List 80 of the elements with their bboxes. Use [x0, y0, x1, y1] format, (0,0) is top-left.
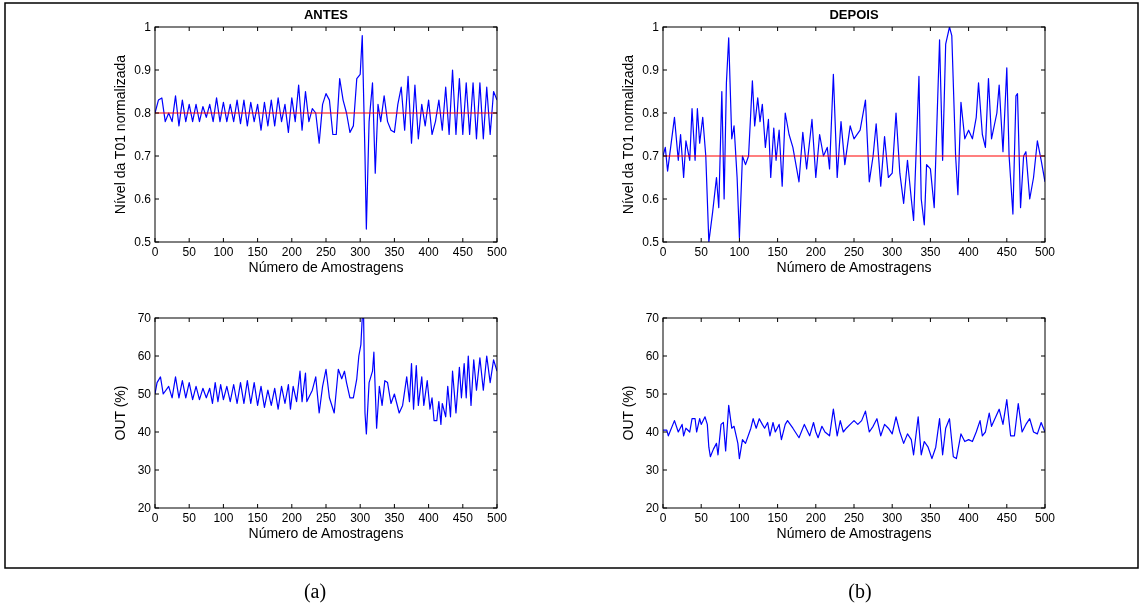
- y-tick-label: 0.7: [134, 149, 152, 163]
- x-tick-label: 500: [486, 245, 508, 259]
- y-axis-title: Nível da T01 normalizada: [620, 54, 636, 215]
- x-tick-label: 150: [247, 511, 268, 525]
- x-tick-label: 400: [958, 511, 979, 525]
- y-tick-label: 60: [645, 349, 660, 363]
- x-tick-label: 250: [843, 511, 865, 525]
- x-tick-label: 100: [729, 511, 750, 525]
- y-tick-label: 50: [137, 387, 152, 401]
- y-tick-label: 30: [645, 463, 660, 477]
- x-tick-label: 300: [350, 511, 371, 525]
- x-tick-label: 50: [694, 511, 709, 525]
- x-tick-label: 200: [805, 245, 827, 259]
- x-tick-label: 500: [1034, 511, 1056, 525]
- x-tick-label: 450: [996, 511, 1018, 525]
- y-tick-label: 0.5: [134, 235, 152, 249]
- y-tick-label: 70: [645, 311, 660, 325]
- text: (b): [848, 580, 872, 603]
- x-tick-label: 0: [151, 511, 159, 525]
- x-tick-label: 300: [882, 245, 903, 259]
- y-tick-label: 0.8: [642, 106, 660, 120]
- x-tick-label: 400: [958, 245, 979, 259]
- x-tick-label: 400: [418, 245, 439, 259]
- x-tick-label: 400: [418, 511, 439, 525]
- x-tick-label: 250: [315, 511, 337, 525]
- y-tick-label: 40: [137, 425, 152, 439]
- x-axis-title: Número de Amostragens: [248, 259, 404, 275]
- x-tick-label: 50: [182, 245, 197, 259]
- x-tick-label: 0: [151, 245, 159, 259]
- y-axis-title: Nível da T01 normalizada: [112, 54, 128, 215]
- x-tick-label: 450: [996, 245, 1018, 259]
- y-tick-label: 0.7: [642, 149, 660, 163]
- x-tick-label: 0: [659, 511, 667, 525]
- x-tick-label: 100: [729, 245, 750, 259]
- y-tick-label: 60: [137, 349, 152, 363]
- y-tick-label: 50: [645, 387, 660, 401]
- x-tick-label: 100: [213, 245, 234, 259]
- y-tick-label: 20: [645, 501, 660, 515]
- x-tick-label: 150: [247, 245, 268, 259]
- chart-title: ANTES: [303, 7, 349, 22]
- x-tick-label: 300: [882, 511, 903, 525]
- y-tick-label: 20: [137, 501, 152, 515]
- x-tick-label: 200: [281, 511, 303, 525]
- y-tick-label: 0.6: [642, 192, 660, 206]
- x-tick-label: 500: [486, 511, 508, 525]
- y-tick-label: 1: [652, 20, 660, 34]
- x-tick-label: 350: [920, 511, 941, 525]
- y-tick-label: 0.9: [642, 63, 660, 77]
- y-tick-label: 30: [137, 463, 152, 477]
- x-axis-title: Número de Amostragens: [776, 525, 932, 541]
- y-tick-label: 70: [137, 311, 152, 325]
- y-axis-title: OUT (%): [620, 385, 636, 441]
- y-axis-title: OUT (%): [112, 385, 128, 441]
- y-tick-label: 0.5: [642, 235, 660, 249]
- x-tick-label: 450: [452, 245, 474, 259]
- x-tick-label: 50: [694, 245, 709, 259]
- x-axis-title: Número de Amostragens: [776, 259, 932, 275]
- x-tick-label: 450: [452, 511, 474, 525]
- text: (a): [303, 580, 327, 603]
- x-tick-label: 350: [384, 511, 405, 525]
- y-tick-label: 1: [144, 20, 152, 34]
- x-tick-label: 150: [767, 511, 788, 525]
- x-tick-label: 300: [350, 245, 371, 259]
- x-tick-label: 50: [182, 511, 197, 525]
- y-tick-label: 0.6: [134, 192, 152, 206]
- chart-title: DEPOIS: [829, 7, 879, 22]
- x-tick-label: 100: [213, 511, 234, 525]
- y-tick-label: 0.9: [134, 63, 152, 77]
- x-tick-label: 350: [384, 245, 405, 259]
- y-tick-label: 0.8: [134, 106, 152, 120]
- x-tick-label: 350: [920, 245, 941, 259]
- x-tick-label: 0: [659, 245, 667, 259]
- x-tick-label: 250: [315, 245, 337, 259]
- x-tick-label: 200: [281, 245, 303, 259]
- x-tick-label: 250: [843, 245, 865, 259]
- x-axis-title: Número de Amostragens: [248, 525, 404, 541]
- x-tick-label: 200: [805, 511, 827, 525]
- x-tick-label: 150: [767, 245, 788, 259]
- y-tick-label: 40: [645, 425, 660, 439]
- x-tick-label: 500: [1034, 245, 1056, 259]
